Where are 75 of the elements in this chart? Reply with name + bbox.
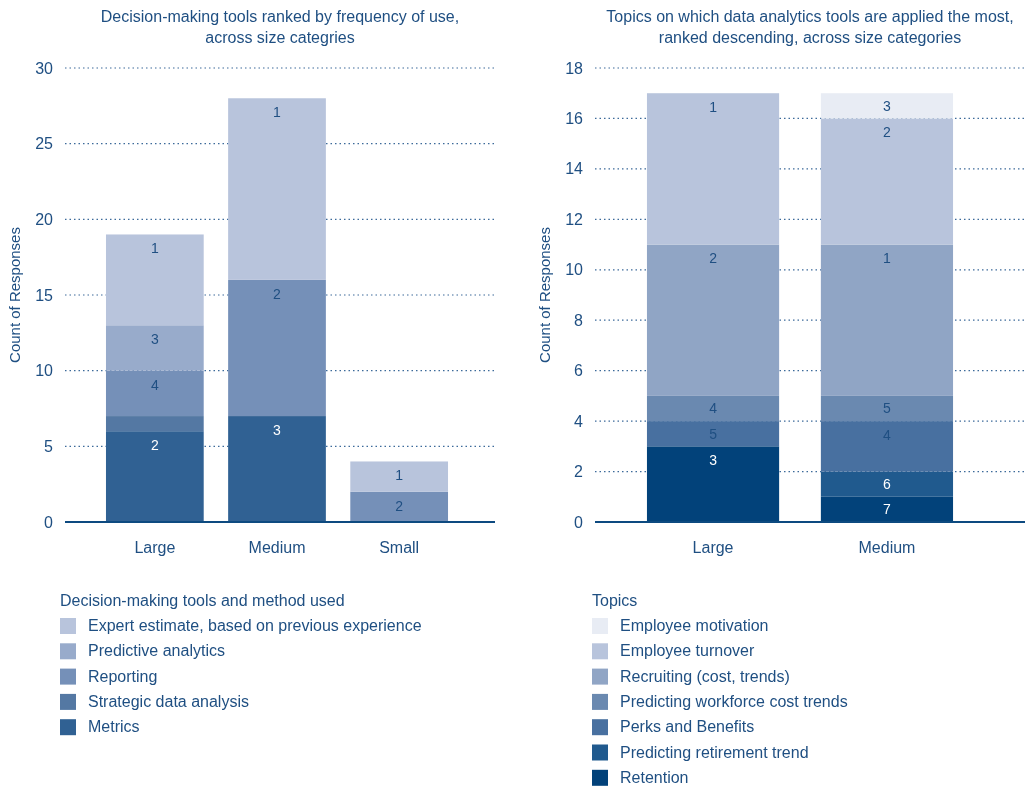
chart-title: Decision-making tools ranked by frequency of use, across size categries bbox=[100, 8, 460, 46]
legend-label: Employee turnover bbox=[620, 642, 755, 660]
x-tick-label: Large bbox=[134, 539, 176, 556]
annotation: 3 bbox=[273, 421, 282, 438]
y-tick-label: 12 bbox=[565, 210, 584, 228]
y-tick-label: 15 bbox=[35, 286, 54, 304]
y-tick-label: 14 bbox=[565, 160, 584, 178]
y-tick-label: 0 bbox=[574, 513, 584, 531]
y-tick-label: 2 bbox=[574, 463, 584, 481]
annotation: 3 bbox=[709, 452, 718, 469]
legend-label: Expert estimate, based on previous experience bbox=[88, 617, 422, 634]
legend-label: Predicting retirement trend bbox=[620, 743, 809, 761]
bar bbox=[228, 279, 326, 417]
annotation: 2 bbox=[883, 124, 892, 141]
annotation: 7 bbox=[883, 501, 892, 518]
legend-label: Metrics bbox=[88, 718, 140, 736]
y-tick-label: 6 bbox=[574, 362, 584, 380]
y-axis-title: Count of Responses bbox=[6, 227, 23, 363]
bar bbox=[820, 244, 954, 396]
bar bbox=[820, 118, 954, 245]
legend-label: Predicting workforce cost trends bbox=[620, 692, 848, 710]
legend-label: Predictive analytics bbox=[88, 642, 225, 660]
legend-title: Decision-making tools and method used bbox=[60, 592, 345, 609]
bar bbox=[228, 98, 326, 280]
annotation: 2 bbox=[150, 437, 159, 454]
y-tick-label: 4 bbox=[574, 412, 584, 430]
bar bbox=[646, 93, 780, 245]
annotation: 1 bbox=[273, 104, 282, 121]
y-tick-label: 10 bbox=[35, 362, 54, 380]
x-tick-label: Medium bbox=[248, 539, 306, 556]
annotation: 2 bbox=[395, 497, 404, 514]
chart-title: Topics on which data analytics tools are applied the most, ranked descending, across size categories bbox=[606, 8, 1014, 46]
bar bbox=[350, 491, 449, 522]
annotation: 1 bbox=[395, 467, 404, 484]
legend-label: Strategic data analysis bbox=[88, 692, 249, 710]
legend-label: Recruiting (cost, trends) bbox=[620, 667, 790, 685]
y-tick-label: 16 bbox=[565, 110, 584, 128]
bar bbox=[105, 370, 204, 417]
bar bbox=[350, 461, 449, 492]
bar bbox=[820, 93, 954, 119]
y-tick-label: 5 bbox=[44, 437, 54, 455]
bar bbox=[646, 244, 780, 396]
legend-label: Reporting bbox=[88, 667, 158, 685]
y-axis-title: Count of Responses bbox=[536, 227, 553, 363]
annotation: 5 bbox=[883, 400, 892, 417]
legend-title: Topics bbox=[592, 592, 638, 609]
legend-label: Perks and Benefits bbox=[620, 718, 755, 736]
annotation: 3 bbox=[150, 331, 159, 348]
annotation: 1 bbox=[709, 99, 718, 116]
bar bbox=[820, 395, 954, 422]
y-tick-label: 30 bbox=[35, 59, 54, 77]
bar bbox=[820, 471, 954, 497]
x-tick-label: Small bbox=[379, 539, 420, 556]
annotation: 2 bbox=[709, 250, 718, 267]
y-tick-label: 25 bbox=[35, 135, 54, 153]
annotation: 3 bbox=[883, 97, 892, 114]
annotation: 4 bbox=[709, 400, 718, 417]
x-tick-label: Medium bbox=[858, 539, 916, 556]
bar bbox=[105, 234, 204, 326]
y-tick-label: 20 bbox=[35, 210, 54, 228]
y-tick-label: 8 bbox=[574, 311, 584, 329]
bar bbox=[105, 416, 204, 432]
bar bbox=[105, 325, 204, 371]
y-tick-label: 18 bbox=[565, 59, 584, 77]
annotation: 1 bbox=[150, 240, 159, 257]
legend-label: Retention bbox=[620, 768, 689, 786]
annotation: 6 bbox=[883, 476, 892, 493]
y-tick-label: 0 bbox=[44, 513, 54, 531]
bar bbox=[646, 395, 780, 422]
legend-label: Employee motivation bbox=[620, 617, 769, 634]
y-tick-label: 10 bbox=[565, 261, 584, 279]
annotation: 1 bbox=[883, 250, 892, 267]
annotation: 4 bbox=[150, 376, 159, 393]
x-tick-label: Large bbox=[692, 539, 734, 556]
annotation: 2 bbox=[273, 285, 282, 302]
